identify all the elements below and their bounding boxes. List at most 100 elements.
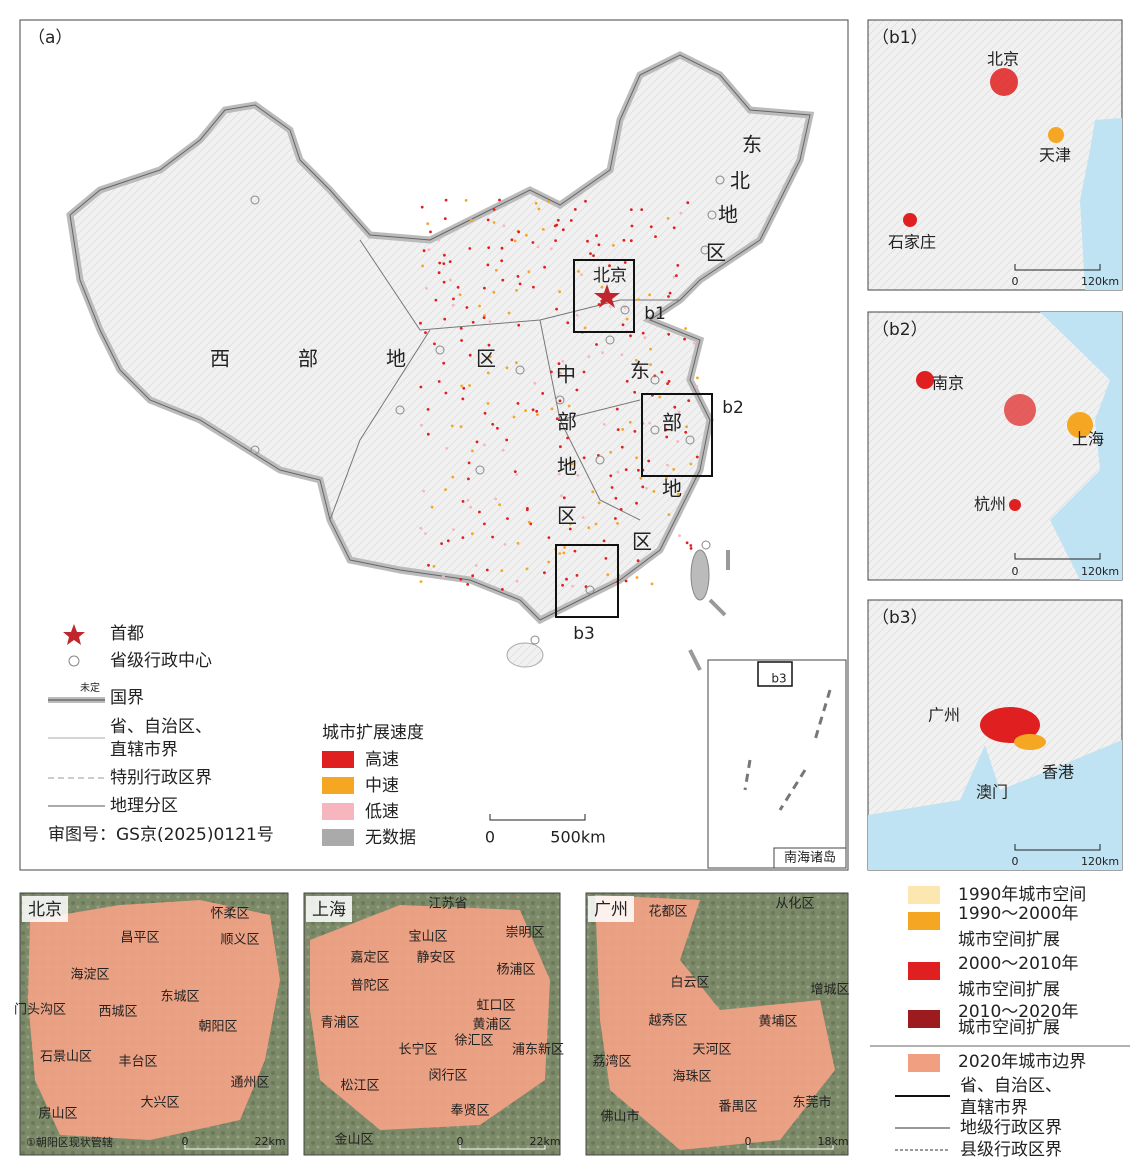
urban-dot: [482, 316, 486, 319]
urban-dot: [488, 320, 492, 323]
urban-dot: [557, 371, 561, 375]
legend-label: 首都: [110, 624, 144, 644]
urban-dot: [614, 517, 617, 520]
scale-label: 0: [1012, 855, 1019, 868]
urban-dot: [469, 218, 473, 222]
district-label: 静安区: [416, 951, 455, 966]
urban-dot: [570, 462, 574, 466]
urban-dot: [554, 239, 557, 243]
urban-dot: [549, 247, 553, 251]
legend-swatch: [908, 962, 940, 980]
urban-dot: [517, 323, 521, 327]
district-label: 番禺区: [718, 1100, 757, 1115]
urban-dot: [525, 567, 529, 571]
provincial-center: [475, 465, 485, 475]
urban-dot: [561, 228, 565, 232]
urban-dot: [459, 425, 463, 429]
urban-dot: [650, 582, 654, 586]
legend-label: 城市空间扩展: [958, 980, 1060, 1000]
urban-dot: [492, 208, 496, 211]
urban-dot: [536, 245, 540, 249]
urban-dot: [501, 588, 504, 591]
urban-dot: [562, 496, 566, 500]
urban-dot: [575, 388, 579, 392]
urban-dot: [623, 306, 627, 309]
district-label: 宝山区: [408, 930, 447, 945]
urban-dot: [458, 293, 462, 297]
urban-dot: [573, 549, 577, 553]
urban-dot: [518, 282, 522, 286]
urban-dot: [419, 385, 423, 389]
urban-dot: [684, 327, 687, 330]
scale-bar-b3: [1014, 844, 1101, 851]
urban-dot: [531, 408, 535, 412]
b3-urban: [1014, 734, 1046, 750]
urban-dot: [563, 546, 566, 549]
urban-dot: [675, 274, 678, 277]
urban-dot: [666, 463, 669, 467]
legend-label: 直辖市界: [110, 740, 178, 760]
urban-dot: [679, 211, 683, 215]
urban-dot: [584, 199, 587, 203]
urban-dot: [550, 370, 553, 374]
taiwan: [690, 549, 710, 601]
urban-dot: [665, 435, 669, 439]
urban-dot: [500, 246, 504, 250]
urban-dot: [434, 298, 438, 302]
urban-dot: [649, 347, 652, 351]
urban-dot: [566, 321, 570, 325]
region-label: 东: [742, 133, 762, 157]
region-label: 中: [556, 363, 576, 387]
urban-dot: [503, 543, 507, 546]
urban-dot: [471, 574, 475, 578]
urban-dot: [624, 579, 628, 583]
urban-dot: [491, 535, 494, 539]
urban-dot: [633, 430, 637, 433]
district-label: 房山区: [38, 1106, 77, 1122]
urban-dot: [543, 571, 546, 575]
urban-dot: [444, 391, 448, 395]
urban-dot: [575, 574, 579, 577]
urban-dots: [250, 175, 725, 645]
urban-dot: [459, 326, 463, 330]
urban-dot: [609, 450, 613, 454]
provincial-center: [250, 195, 260, 205]
scale-bar-beijing: [184, 1143, 271, 1150]
urban-dot: [604, 557, 608, 560]
urban-dot: [641, 485, 645, 489]
region-label: 西: [210, 347, 230, 371]
urban-dot: [597, 501, 601, 505]
urban-dot: [583, 326, 587, 330]
urban-dot: [459, 577, 463, 581]
urban-dot: [640, 208, 644, 212]
urban-dot: [450, 424, 454, 428]
border-dashes: [688, 550, 730, 671]
urban-dot: [608, 305, 612, 308]
provincial-center: [435, 345, 445, 355]
urban-dot: [625, 317, 629, 321]
guangzhou-urban: [595, 895, 835, 1150]
urban-dot: [619, 508, 623, 511]
urban-dot: [536, 413, 539, 416]
district-label: 江苏省: [428, 896, 467, 912]
region-label: 地: [718, 203, 738, 227]
district-label: 通州区: [230, 1076, 269, 1091]
urban-dot: [667, 380, 671, 383]
urban-dot: [621, 323, 625, 327]
region-label: 北: [730, 169, 750, 193]
provincial-center: [707, 210, 717, 220]
urban-dot: [689, 462, 693, 466]
urban-dot: [686, 201, 690, 205]
urban-dot: [634, 358, 638, 362]
provincial-center: [585, 585, 595, 595]
urban-dot: [467, 477, 470, 481]
urban-dot: [547, 536, 551, 539]
urban-dot: [486, 371, 490, 375]
inset-frame: [707, 659, 847, 869]
urban-dot: [442, 361, 446, 365]
urban-dot: [506, 517, 509, 520]
legend-label: 高速: [365, 750, 399, 770]
urban-dot: [496, 426, 499, 430]
provincial-center: [650, 425, 660, 435]
city-label: 上海: [1072, 430, 1104, 449]
